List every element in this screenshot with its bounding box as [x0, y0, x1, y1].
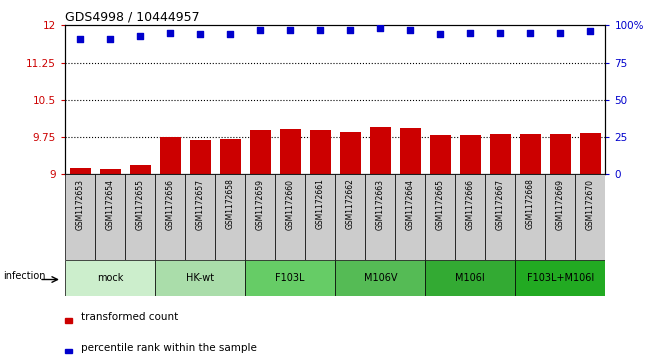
Bar: [460, 135, 481, 174]
Text: HK-wt: HK-wt: [186, 273, 214, 283]
Text: GSM1172664: GSM1172664: [406, 179, 415, 229]
Bar: [335, 174, 365, 260]
Bar: [219, 139, 241, 174]
Bar: [550, 134, 571, 174]
Bar: [280, 129, 301, 174]
Bar: [430, 135, 451, 174]
Bar: [490, 134, 511, 174]
Text: percentile rank within the sample: percentile rank within the sample: [81, 343, 257, 352]
Text: GSM1172654: GSM1172654: [105, 179, 115, 229]
Point: [135, 33, 145, 39]
Bar: [185, 174, 215, 260]
Bar: [425, 260, 516, 296]
Point: [375, 25, 385, 31]
Point: [105, 36, 115, 42]
Bar: [400, 128, 421, 174]
Point: [555, 30, 566, 36]
Bar: [275, 174, 305, 260]
Bar: [189, 139, 211, 174]
Text: mock: mock: [97, 273, 123, 283]
Bar: [65, 349, 72, 353]
Text: GDS4998 / 10444957: GDS4998 / 10444957: [65, 11, 200, 24]
Bar: [65, 260, 155, 296]
Bar: [155, 174, 185, 260]
Bar: [65, 174, 95, 260]
Bar: [365, 174, 395, 260]
Bar: [245, 174, 275, 260]
Bar: [370, 127, 391, 174]
Bar: [546, 174, 575, 260]
Point: [255, 27, 266, 33]
Point: [465, 30, 475, 36]
Text: GSM1172662: GSM1172662: [346, 179, 355, 229]
Bar: [130, 165, 150, 174]
Text: GSM1172667: GSM1172667: [496, 179, 505, 229]
Point: [495, 30, 506, 36]
Bar: [65, 318, 72, 323]
Point: [225, 32, 236, 37]
Bar: [516, 174, 546, 260]
Bar: [580, 132, 601, 174]
Bar: [486, 174, 516, 260]
Point: [405, 27, 415, 33]
Bar: [250, 130, 271, 174]
Text: GSM1172666: GSM1172666: [466, 179, 475, 229]
Bar: [70, 168, 90, 174]
Point: [75, 36, 85, 42]
Bar: [305, 174, 335, 260]
Text: transformed count: transformed count: [81, 312, 178, 322]
Text: GSM1172669: GSM1172669: [556, 179, 565, 229]
Text: GSM1172653: GSM1172653: [76, 179, 85, 229]
Bar: [455, 174, 486, 260]
Bar: [520, 134, 541, 174]
Point: [345, 27, 355, 33]
Bar: [125, 174, 155, 260]
Bar: [159, 137, 181, 174]
Text: GSM1172663: GSM1172663: [376, 179, 385, 229]
Point: [435, 32, 445, 37]
Text: F103L: F103L: [275, 273, 305, 283]
Bar: [575, 174, 605, 260]
Bar: [340, 131, 361, 174]
Bar: [100, 169, 120, 174]
Text: GSM1172660: GSM1172660: [286, 179, 295, 229]
Text: GSM1172670: GSM1172670: [586, 179, 595, 229]
Bar: [425, 174, 455, 260]
Bar: [245, 260, 335, 296]
Point: [585, 28, 596, 34]
Bar: [395, 174, 425, 260]
Text: GSM1172657: GSM1172657: [196, 179, 204, 229]
Point: [525, 30, 536, 36]
Text: GSM1172659: GSM1172659: [256, 179, 265, 229]
Point: [165, 30, 175, 36]
Text: M106I: M106I: [456, 273, 485, 283]
Point: [315, 27, 326, 33]
Point: [285, 27, 296, 33]
Text: GSM1172658: GSM1172658: [226, 179, 235, 229]
Bar: [335, 260, 425, 296]
Bar: [310, 130, 331, 174]
Text: GSM1172656: GSM1172656: [165, 179, 174, 229]
Point: [195, 32, 206, 37]
Text: F103L+M106I: F103L+M106I: [527, 273, 594, 283]
Text: GSM1172655: GSM1172655: [135, 179, 145, 229]
Bar: [516, 260, 605, 296]
Bar: [155, 260, 245, 296]
Text: GSM1172661: GSM1172661: [316, 179, 325, 229]
Text: GSM1172665: GSM1172665: [436, 179, 445, 229]
Text: GSM1172668: GSM1172668: [526, 179, 535, 229]
Text: M106V: M106V: [363, 273, 397, 283]
Text: infection: infection: [3, 271, 46, 281]
Bar: [95, 174, 125, 260]
Bar: [215, 174, 245, 260]
